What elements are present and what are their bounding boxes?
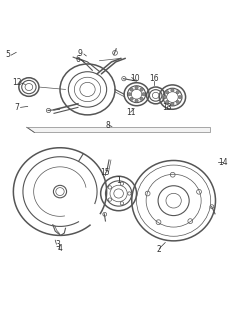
Circle shape	[135, 99, 138, 102]
Text: 13: 13	[162, 103, 172, 112]
Circle shape	[176, 91, 179, 94]
Text: 3: 3	[55, 240, 60, 249]
Circle shape	[171, 102, 174, 106]
Circle shape	[166, 91, 169, 94]
Text: 4: 4	[58, 244, 62, 253]
Text: 14: 14	[218, 158, 227, 167]
Text: 7: 7	[15, 103, 19, 112]
Circle shape	[140, 88, 143, 91]
Circle shape	[130, 97, 133, 100]
Circle shape	[176, 100, 179, 104]
Text: 11: 11	[126, 108, 135, 117]
Circle shape	[163, 95, 167, 99]
Text: 9: 9	[78, 49, 83, 58]
Polygon shape	[27, 127, 210, 132]
Circle shape	[128, 92, 131, 96]
Text: 6: 6	[76, 55, 80, 64]
Text: 5: 5	[5, 50, 10, 59]
Circle shape	[135, 86, 138, 89]
Text: 2: 2	[157, 245, 162, 254]
Circle shape	[140, 97, 143, 100]
Circle shape	[171, 88, 174, 92]
Text: 12: 12	[13, 78, 22, 87]
Text: 16: 16	[149, 74, 159, 83]
Text: 10: 10	[130, 74, 140, 83]
Circle shape	[166, 100, 169, 104]
Circle shape	[178, 95, 182, 99]
Text: 1: 1	[116, 176, 121, 185]
Circle shape	[130, 88, 133, 91]
Circle shape	[142, 92, 145, 96]
Text: 8: 8	[106, 121, 110, 130]
Text: 15: 15	[101, 168, 110, 177]
